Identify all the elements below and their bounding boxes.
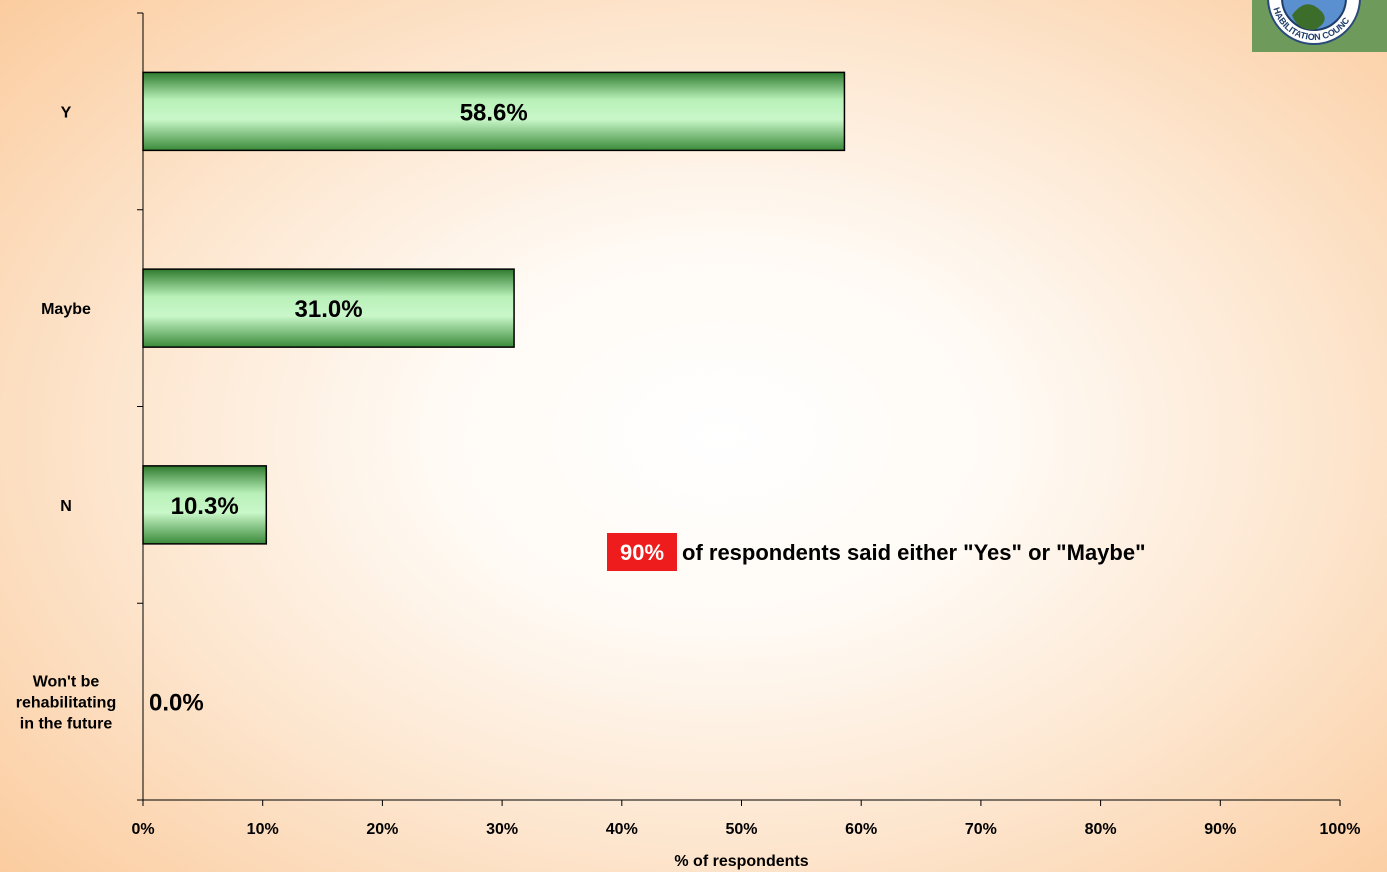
x-tick-label: 0% <box>131 821 154 838</box>
bar <box>142 71 846 152</box>
x-tick-label: 50% <box>725 821 757 838</box>
council-logo: HABILITATION COUNC <box>1252 0 1387 52</box>
annotation-text: of respondents said either "Yes" or "May… <box>682 540 1146 565</box>
bar <box>142 268 515 348</box>
x-axis-title: % of respondents <box>674 853 808 870</box>
data-label: 0.0% <box>149 690 204 717</box>
x-tick-label: 60% <box>845 821 877 838</box>
x-tick-label: 100% <box>1320 821 1361 838</box>
annotation-highlight: 90% <box>620 540 664 565</box>
x-tick-label: 80% <box>1085 821 1117 838</box>
data-label: 10.3% <box>171 493 239 520</box>
plot-area: 0% 10% 20% 30% 40% 50% 60% 70% 80% 90% 100% % of re… <box>16 12 1361 870</box>
bar <box>142 465 268 545</box>
x-tick-label: 40% <box>606 821 638 838</box>
x-tick-label: 90% <box>1204 821 1236 838</box>
category-label: Maybe <box>41 301 91 318</box>
data-label: 58.6% <box>460 99 528 126</box>
x-tick-label: 20% <box>366 821 398 838</box>
x-tick-label: 10% <box>247 821 279 838</box>
category-label: Won't be rehabilitating in the future <box>16 674 116 733</box>
data-label: 31.0% <box>295 296 363 323</box>
x-tick-label: 30% <box>486 821 518 838</box>
x-tick-label: 70% <box>965 821 997 838</box>
category-label: N <box>60 498 72 515</box>
annotation-highlight-box <box>607 533 677 571</box>
category-label: Y <box>61 104 72 121</box>
